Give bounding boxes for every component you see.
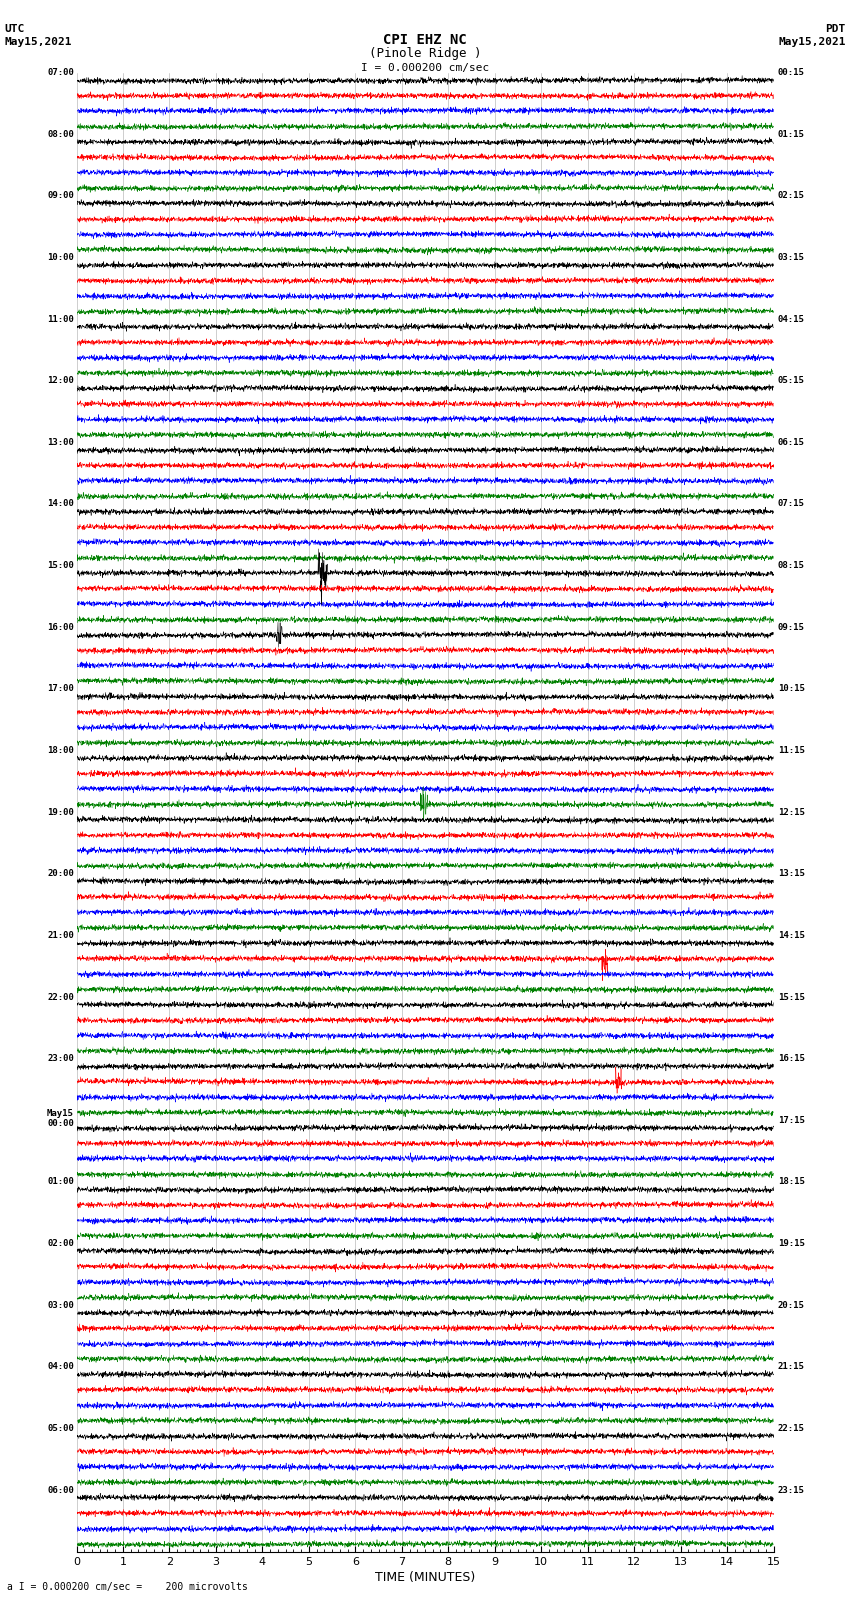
Text: 23:00: 23:00 [47, 1055, 74, 1063]
Text: 22:15: 22:15 [778, 1424, 805, 1432]
Text: 02:15: 02:15 [778, 192, 805, 200]
Text: 08:15: 08:15 [778, 561, 805, 569]
Text: 05:15: 05:15 [778, 376, 805, 386]
Text: 16:00: 16:00 [47, 623, 74, 632]
Text: UTC: UTC [4, 24, 25, 34]
Text: 00:15: 00:15 [778, 68, 805, 77]
Text: 02:00: 02:00 [47, 1239, 74, 1248]
Text: 01:00: 01:00 [47, 1177, 74, 1187]
Text: 08:00: 08:00 [47, 129, 74, 139]
Text: I = 0.000200 cm/sec: I = 0.000200 cm/sec [361, 63, 489, 73]
Text: 23:15: 23:15 [778, 1486, 805, 1495]
Text: May15,2021: May15,2021 [4, 37, 71, 47]
Text: 01:15: 01:15 [778, 129, 805, 139]
Text: 15:00: 15:00 [47, 561, 74, 569]
Text: 19:15: 19:15 [778, 1239, 805, 1248]
Text: 06:00: 06:00 [47, 1486, 74, 1495]
Text: 18:00: 18:00 [47, 747, 74, 755]
Text: 13:00: 13:00 [47, 437, 74, 447]
Text: 10:00: 10:00 [47, 253, 74, 261]
Text: 03:00: 03:00 [47, 1300, 74, 1310]
Text: 11:15: 11:15 [778, 747, 805, 755]
Text: CPI EHZ NC: CPI EHZ NC [383, 34, 467, 47]
Text: 06:15: 06:15 [778, 437, 805, 447]
Text: 09:00: 09:00 [47, 192, 74, 200]
Text: 21:15: 21:15 [778, 1363, 805, 1371]
Text: May15: May15 [47, 1110, 74, 1118]
Text: 11:00: 11:00 [47, 315, 74, 324]
Text: 04:15: 04:15 [778, 315, 805, 324]
X-axis label: TIME (MINUTES): TIME (MINUTES) [375, 1571, 475, 1584]
Text: a I = 0.000200 cm/sec =    200 microvolts: a I = 0.000200 cm/sec = 200 microvolts [7, 1582, 247, 1592]
Text: 20:15: 20:15 [778, 1300, 805, 1310]
Text: May15,2021: May15,2021 [779, 37, 846, 47]
Text: 17:00: 17:00 [47, 684, 74, 694]
Text: 00:00: 00:00 [47, 1119, 74, 1127]
Text: 07:15: 07:15 [778, 500, 805, 508]
Text: 10:15: 10:15 [778, 684, 805, 694]
Text: 04:00: 04:00 [47, 1363, 74, 1371]
Text: 09:15: 09:15 [778, 623, 805, 632]
Text: PDT: PDT [825, 24, 846, 34]
Text: 14:15: 14:15 [778, 931, 805, 940]
Text: 07:00: 07:00 [47, 68, 74, 77]
Text: 12:00: 12:00 [47, 376, 74, 386]
Text: 20:00: 20:00 [47, 869, 74, 877]
Text: 19:00: 19:00 [47, 808, 74, 816]
Text: 13:15: 13:15 [778, 869, 805, 877]
Text: 18:15: 18:15 [778, 1177, 805, 1187]
Text: 03:15: 03:15 [778, 253, 805, 261]
Text: 21:00: 21:00 [47, 931, 74, 940]
Text: 16:15: 16:15 [778, 1055, 805, 1063]
Text: 17:15: 17:15 [778, 1116, 805, 1124]
Text: 15:15: 15:15 [778, 992, 805, 1002]
Text: 22:00: 22:00 [47, 992, 74, 1002]
Text: 05:00: 05:00 [47, 1424, 74, 1432]
Text: 14:00: 14:00 [47, 500, 74, 508]
Text: (Pinole Ridge ): (Pinole Ridge ) [369, 47, 481, 60]
Text: 12:15: 12:15 [778, 808, 805, 816]
